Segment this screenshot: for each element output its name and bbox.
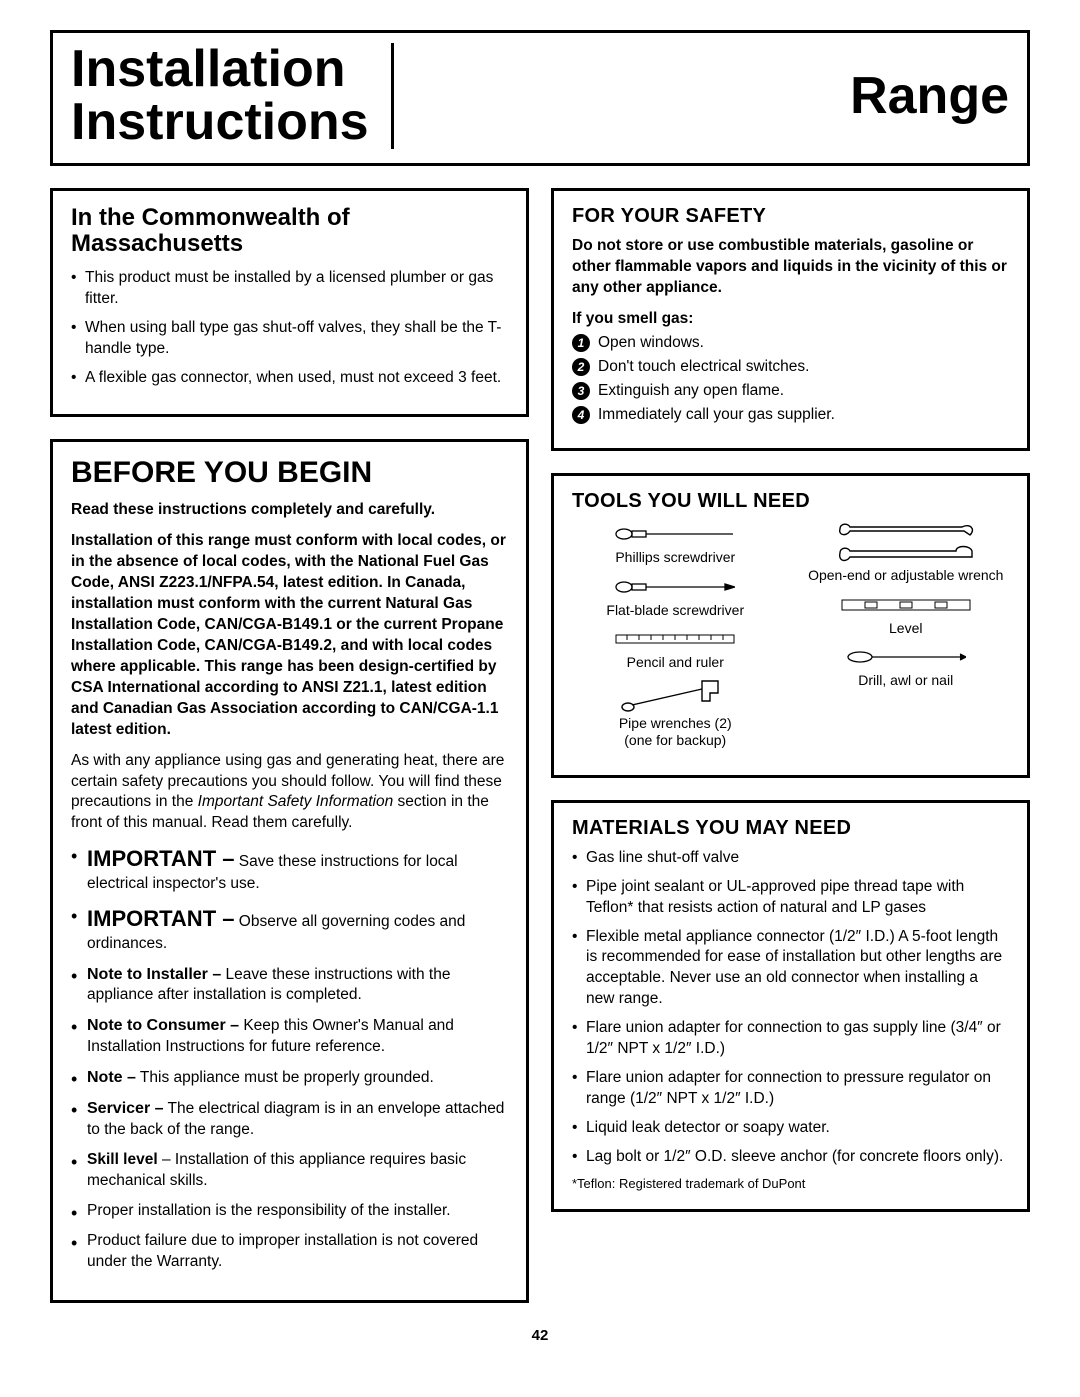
left-column: In the Commonwealth of Massachusetts Thi… bbox=[50, 188, 529, 1303]
massachusetts-box: In the Commonwealth of Massachusetts Thi… bbox=[50, 188, 529, 417]
list-item: Flare union adapter for connection to pr… bbox=[572, 1068, 1009, 1110]
note-item: IMPORTANT – Save these instructions for … bbox=[71, 844, 508, 895]
safety-step: 2 Don't touch electrical switches. bbox=[572, 358, 1009, 376]
note-text: Proper installation is the responsibilit… bbox=[87, 1202, 451, 1219]
tools-col-left: Phillips screwdriver Flat-blade screwdri… bbox=[572, 521, 779, 757]
smell-gas-label: If you smell gas: bbox=[572, 309, 1009, 330]
list-item: This product must be installed by a lice… bbox=[71, 268, 508, 310]
awl-icon bbox=[846, 644, 966, 670]
safety-title: FOR YOUR SAFETY bbox=[572, 205, 1009, 228]
tools-box: TOOLS YOU WILL NEED Phillips screwdriver… bbox=[551, 473, 1030, 778]
tool-drill: Drill, awl or nail bbox=[803, 644, 1010, 689]
screwdriver-icon bbox=[615, 521, 735, 547]
before-you-begin-box: BEFORE YOU BEGIN Read these instructions… bbox=[50, 439, 529, 1302]
step-text: Immediately call your gas supplier. bbox=[598, 406, 835, 424]
step-text: Don't touch electrical switches. bbox=[598, 358, 809, 376]
list-item: Flare union adapter for connection to ga… bbox=[572, 1018, 1009, 1060]
note-item: Note to Installer – Leave these instruct… bbox=[71, 964, 508, 1007]
note-lead: Skill level bbox=[87, 1151, 158, 1168]
page-number: 42 bbox=[50, 1327, 1030, 1344]
tool-label: Phillips screwdriver bbox=[615, 549, 735, 566]
tools-col-right: Open-end or adjustable wrench Level Dril… bbox=[803, 521, 1010, 757]
note-lead: Note – bbox=[87, 1069, 136, 1086]
materials-list: Gas line shut-off valve Pipe joint sealan… bbox=[572, 848, 1009, 1168]
list-item: Liquid leak detector or soapy water. bbox=[572, 1118, 1009, 1139]
tool-label: Open-end or adjustable wrench bbox=[808, 567, 1003, 584]
tool-label: Pipe wrenches (2)(one for backup) bbox=[619, 715, 732, 749]
tool-level: Level bbox=[803, 592, 1010, 637]
ruler-icon bbox=[615, 626, 735, 652]
tools-grid: Phillips screwdriver Flat-blade screwdri… bbox=[572, 521, 1009, 757]
tool-phillips: Phillips screwdriver bbox=[572, 521, 779, 566]
header-title-right: Range bbox=[850, 66, 1009, 126]
note-lead: IMPORTANT – bbox=[87, 906, 234, 931]
list-item: Lag bolt or 1/2″ O.D. sleeve anchor (for… bbox=[572, 1147, 1009, 1168]
begin-notes-list: IMPORTANT – Save these instructions for … bbox=[71, 844, 508, 1272]
tool-flatblade: Flat-blade screwdriver bbox=[572, 574, 779, 619]
list-item: Pipe joint sealant or UL-approved pipe t… bbox=[572, 877, 1009, 919]
note-lead: Note to Consumer – bbox=[87, 1017, 239, 1034]
massachusetts-list: This product must be installed by a lice… bbox=[71, 268, 508, 389]
safety-steps: 1 Open windows. 2 Don't touch electrical sw… bbox=[572, 334, 1009, 424]
note-item: Product failure due to improper installa… bbox=[71, 1231, 508, 1273]
header-title-left-text: InstallationInstructions bbox=[71, 40, 369, 151]
step-badge-icon: 3 bbox=[572, 382, 590, 400]
tool-pipewrench: Pipe wrenches (2)(one for backup) bbox=[572, 679, 779, 749]
tool-label: Pencil and ruler bbox=[627, 654, 724, 671]
safety-step: 4 Immediately call your gas supplier. bbox=[572, 406, 1009, 424]
tool-label: Level bbox=[889, 620, 922, 637]
begin-text-italic: Important Safety Information bbox=[198, 793, 394, 810]
step-text: Open windows. bbox=[598, 334, 704, 352]
content-columns: In the Commonwealth of Massachusetts Thi… bbox=[50, 188, 1030, 1303]
list-item: Flexible metal appliance connector (1/2″… bbox=[572, 927, 1009, 1011]
level-icon bbox=[841, 592, 971, 618]
note-lead: IMPORTANT – bbox=[87, 846, 234, 871]
note-lead: Note to Installer – bbox=[87, 966, 221, 983]
note-item: Note – This appliance must be properly g… bbox=[71, 1067, 508, 1089]
note-item: IMPORTANT – Observe all governing codes … bbox=[71, 904, 508, 955]
tool-label: Drill, awl or nail bbox=[858, 672, 953, 689]
materials-box: MATERIALS YOU MAY NEED Gas line shut-off… bbox=[551, 800, 1030, 1212]
tool-pencil-ruler: Pencil and ruler bbox=[572, 626, 779, 671]
pipe-wrench-icon bbox=[620, 679, 730, 713]
right-column: FOR YOUR SAFETY Do not store or use comb… bbox=[551, 188, 1030, 1303]
safety-warning: Do not store or use combustible material… bbox=[572, 236, 1009, 299]
screwdriver-flat-icon bbox=[615, 574, 735, 600]
note-item: Note to Consumer – Keep this Owner's Man… bbox=[71, 1015, 508, 1058]
step-badge-icon: 1 bbox=[572, 334, 590, 352]
note-text: This appliance must be properly grounded… bbox=[136, 1069, 434, 1086]
tool-label: Flat-blade screwdriver bbox=[606, 602, 744, 619]
massachusetts-title: In the Commonwealth of Massachusetts bbox=[71, 205, 508, 258]
safety-step: 1 Open windows. bbox=[572, 334, 1009, 352]
step-badge-icon: 2 bbox=[572, 358, 590, 376]
list-item: Gas line shut-off valve bbox=[572, 848, 1009, 869]
header-title-left: InstallationInstructions bbox=[71, 43, 394, 149]
materials-title: MATERIALS YOU MAY NEED bbox=[572, 817, 1009, 840]
list-item: When using ball type gas shut-off valves… bbox=[71, 318, 508, 360]
begin-lead: Read these instructions completely and c… bbox=[71, 500, 508, 521]
safety-box: FOR YOUR SAFETY Do not store or use comb… bbox=[551, 188, 1030, 451]
note-item: Servicer – The electrical diagram is in … bbox=[71, 1098, 508, 1141]
before-begin-title: BEFORE YOU BEGIN bbox=[71, 456, 508, 490]
materials-footnote: *Teflon: Registered trademark of DuPont bbox=[572, 1176, 1009, 1191]
tools-title: TOOLS YOU WILL NEED bbox=[572, 490, 1009, 513]
page-header: InstallationInstructions Range bbox=[50, 30, 1030, 166]
begin-codes-para: Installation of this range must conform … bbox=[71, 531, 508, 740]
note-item: Proper installation is the responsibilit… bbox=[71, 1201, 508, 1222]
list-item: A flexible gas connector, when used, mus… bbox=[71, 368, 508, 389]
step-badge-icon: 4 bbox=[572, 406, 590, 424]
step-text: Extinguish any open flame. bbox=[598, 382, 784, 400]
note-item: Skill level – Installation of this appli… bbox=[71, 1150, 508, 1192]
begin-precautions-para: As with any appliance using gas and gene… bbox=[71, 751, 508, 835]
safety-step: 3 Extinguish any open flame. bbox=[572, 382, 1009, 400]
note-lead: Servicer – bbox=[87, 1100, 164, 1117]
tool-wrench-pair: Open-end or adjustable wrench bbox=[803, 521, 1010, 584]
wrench-pair-icon bbox=[836, 521, 976, 565]
note-text: Product failure due to improper installa… bbox=[87, 1232, 478, 1270]
